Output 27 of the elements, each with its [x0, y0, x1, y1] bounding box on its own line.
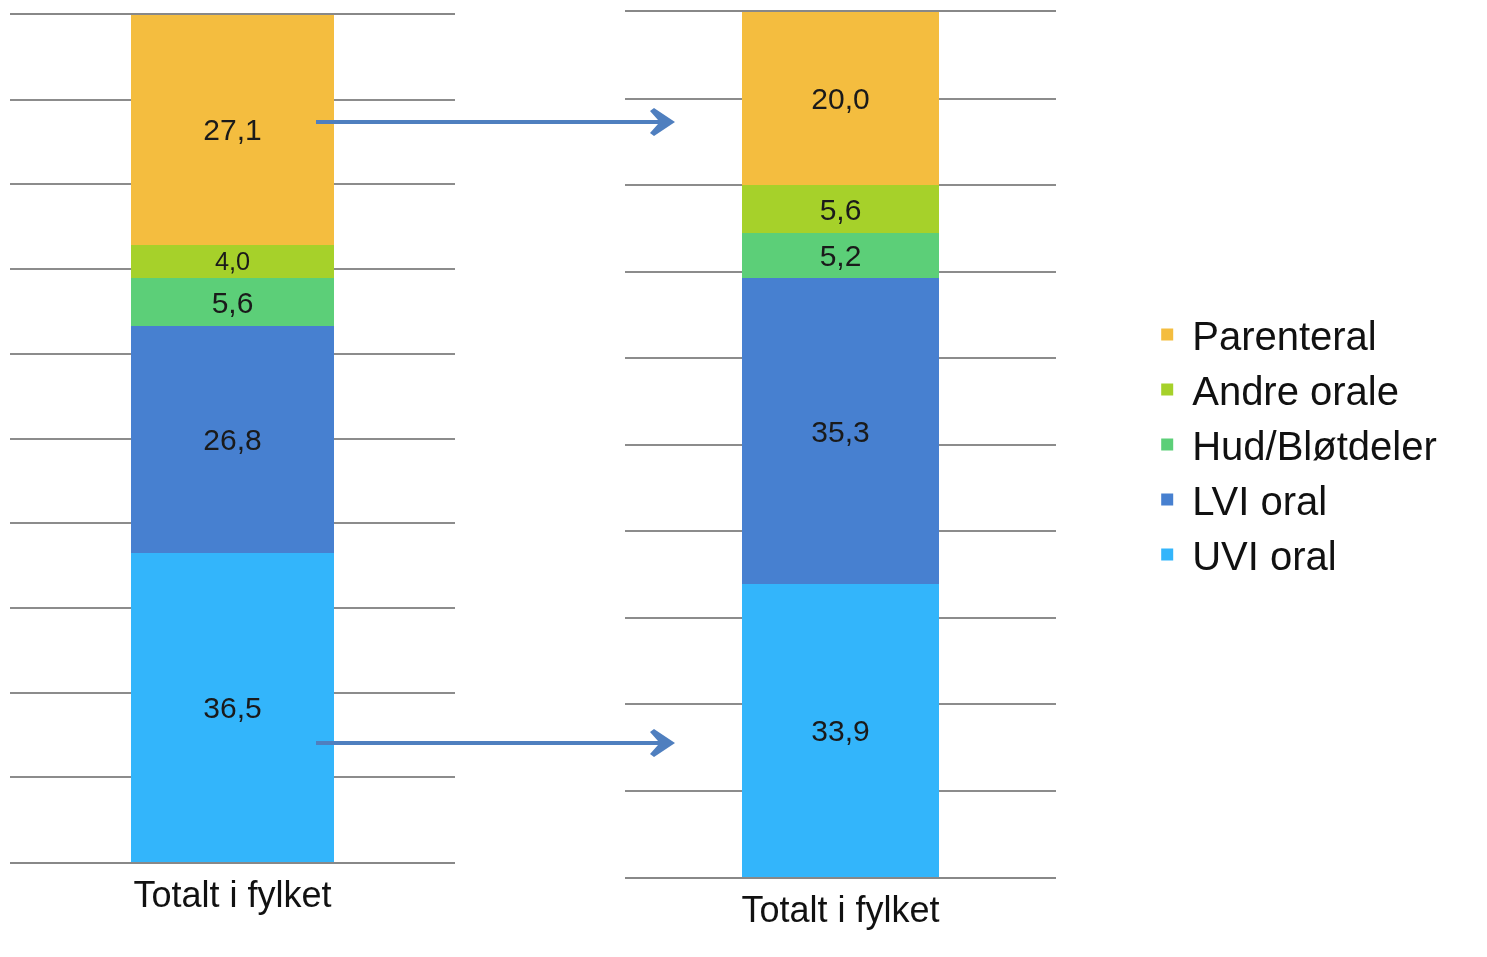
bar [742, 278, 939, 584]
data-label: 27,1 [203, 113, 262, 147]
legend-label: UVI oral [1192, 534, 1337, 579]
data-label: 4,0 [214, 247, 251, 276]
data-label: 35,3 [811, 414, 870, 448]
data-label: 5,6 [819, 192, 862, 226]
bar [131, 244, 334, 279]
bar [742, 12, 939, 185]
bar [131, 278, 334, 326]
data-label: 20,0 [811, 82, 870, 115]
x-tick-label: Totalt i fylket [741, 889, 940, 931]
bar [742, 185, 939, 234]
bar [131, 552, 334, 862]
data-label: 5,6 [211, 285, 254, 319]
bar [742, 233, 939, 279]
data-label: 36,5 [203, 690, 262, 724]
legend-label: Parenteral [1192, 314, 1377, 359]
legend-label: Andre orale [1192, 369, 1399, 414]
data-label: 5,2 [819, 239, 862, 273]
bar [742, 583, 939, 877]
bar [131, 325, 334, 553]
bar [131, 15, 334, 245]
x-tick-label: Totalt i fylket [133, 874, 332, 916]
data-label: 33,9 [811, 713, 870, 747]
legend-label: Hud/Bløtdeler [1192, 424, 1437, 469]
legend-label: LVI oral [1192, 479, 1328, 524]
data-label: 26,8 [203, 422, 262, 456]
